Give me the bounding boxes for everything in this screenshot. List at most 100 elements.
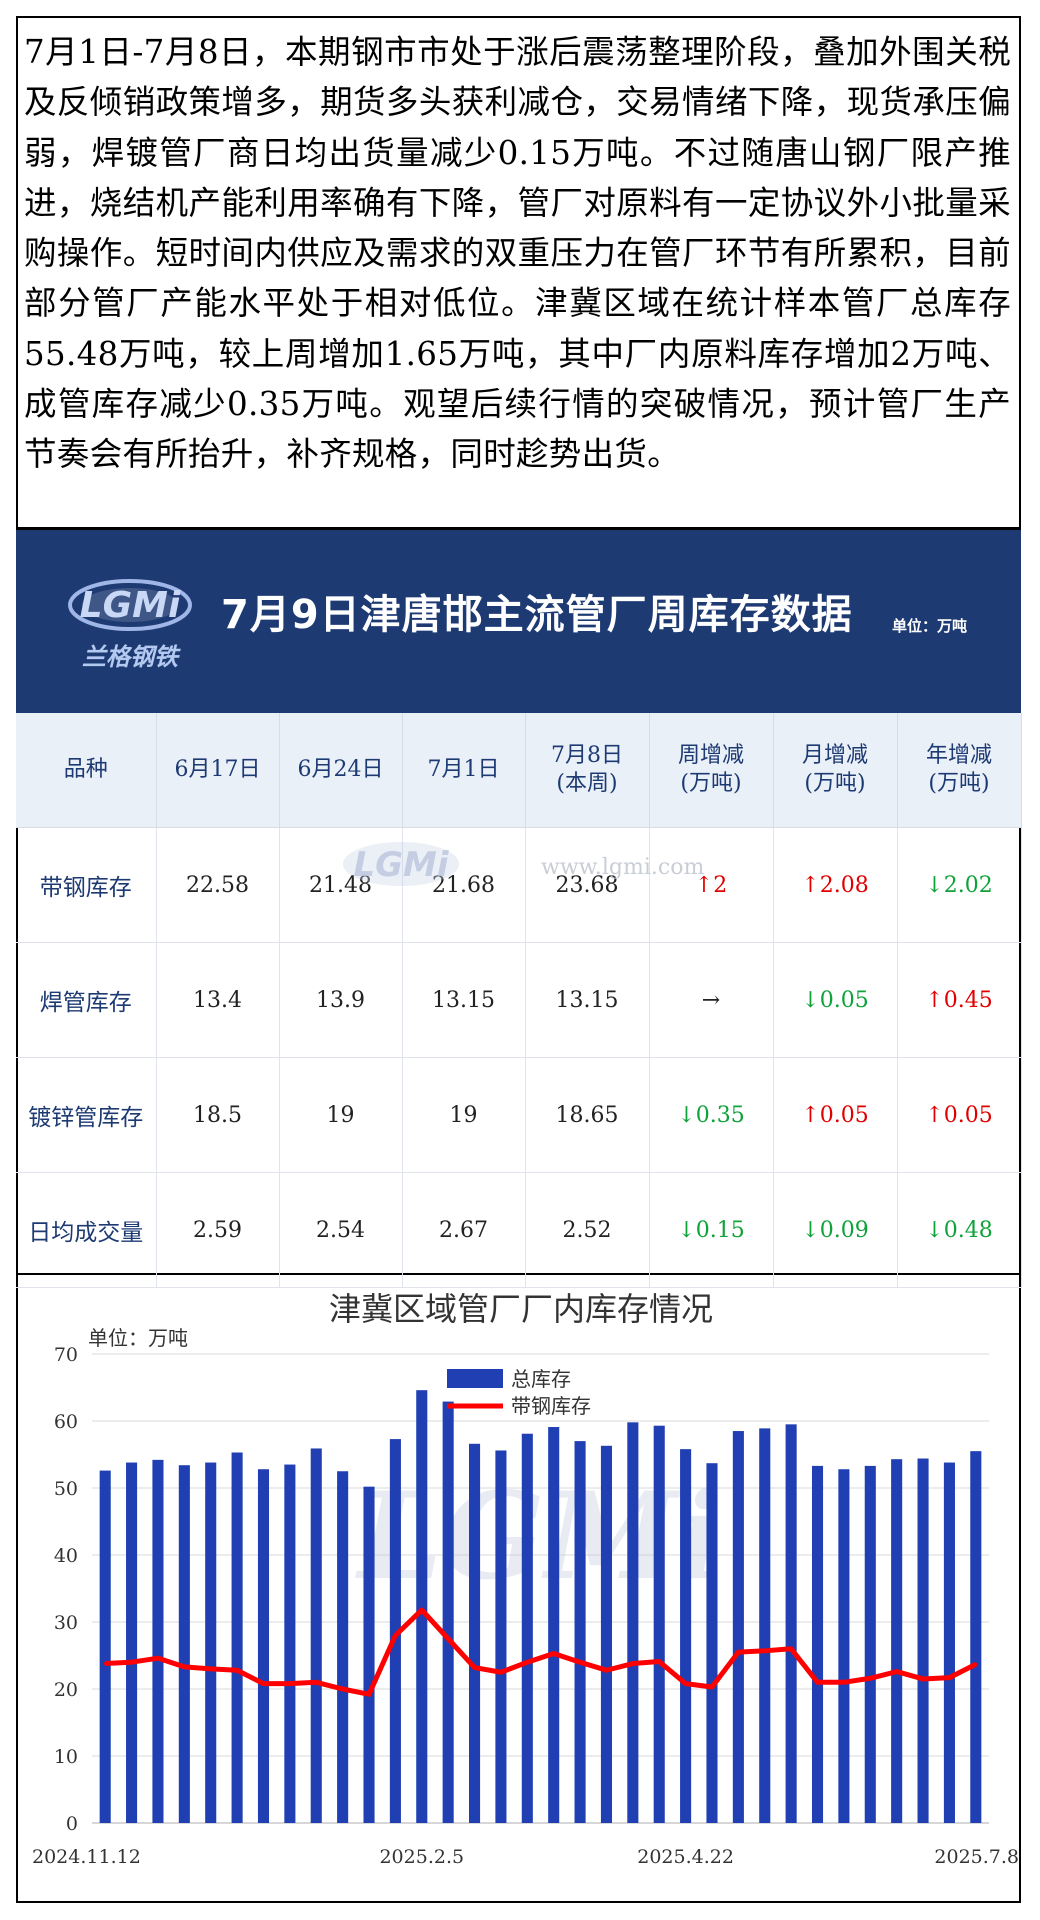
bar-total-inventory [178, 1465, 190, 1823]
change-value: 2 [713, 872, 728, 898]
bar-total-inventory [469, 1443, 481, 1823]
arrow-down-icon: ↓ [677, 1102, 696, 1128]
legend-swatch-total [447, 1369, 503, 1388]
value-cell: 2.59 [156, 1172, 280, 1288]
bar-total-inventory [680, 1449, 692, 1823]
bar-total-inventory [706, 1463, 718, 1823]
intro-paragraph: 7月1日-7月8日，本期钢市市处于涨后震荡整理阶段，叠加外围关税及反倾销政策增多… [24, 33, 1011, 474]
bar-total-inventory [363, 1486, 375, 1823]
lgmi-logo: LGMi 兰格钢铁 [68, 579, 192, 671]
line-point [473, 1666, 477, 1670]
change-value: 0.05 [819, 1102, 869, 1128]
table-row: 焊管库存 13.4 13.9 13.15 13.15 → ↓0.05 ↑0.45 [16, 942, 1022, 1058]
value-cell: 2.52 [525, 1172, 650, 1288]
change-cell-week: ↓0.35 [649, 1057, 774, 1173]
col-header-week-change: 周增减 (万吨) [649, 713, 774, 828]
row-label: 焊管库存 [16, 942, 157, 1058]
change-value: 0.05 [943, 1102, 993, 1128]
bar-total-inventory [574, 1441, 586, 1823]
line-point [947, 1676, 951, 1680]
value-cell: 13.9 [279, 942, 403, 1058]
line-point [974, 1662, 978, 1666]
line-point [367, 1692, 371, 1696]
legend-label-strip: 带钢库存 [511, 1394, 591, 1418]
y-tick-label: 40 [54, 1545, 78, 1567]
row-label: 镀锌管库存 [16, 1057, 157, 1173]
value-cell: 19 [279, 1057, 403, 1173]
bar-total-inventory [152, 1459, 164, 1823]
y-tick-label: 0 [66, 1813, 78, 1835]
logo-subtext: 兰格钢铁 [82, 642, 181, 671]
bar-total-inventory [970, 1451, 982, 1823]
x-tick-label: 2025.7.8 [934, 1846, 1019, 1868]
col-header-jun24: 6月24日 [279, 713, 403, 828]
arrow-up-icon: ↑ [925, 1102, 944, 1128]
banner-unit: 单位：万吨 [892, 617, 968, 635]
change-cell-month: ↓0.05 [773, 942, 898, 1058]
table-row: 日均成交量 2.59 2.54 2.67 2.52 ↓0.15 ↓0.09 ↓0.48 [16, 1172, 1022, 1288]
change-cell-month: ↑2.08 [773, 827, 898, 943]
table-row: 带钢库存 22.58 21.48 21.68 23.68 ↑2 ↑2.08 ↓2.02 [16, 827, 1022, 943]
change-value: 0.48 [943, 1217, 993, 1243]
line-point [130, 1660, 134, 1664]
chart-unit-label: 单位：万吨 [88, 1326, 188, 1350]
bar-total-inventory [284, 1464, 296, 1823]
line-point [921, 1677, 925, 1681]
bar-total-inventory [548, 1427, 560, 1823]
bar-total-inventory [99, 1470, 111, 1823]
line-point [525, 1660, 529, 1664]
line-point [235, 1668, 239, 1672]
line-point [868, 1676, 872, 1680]
inventory-chart: 0 10 20 30 40 50 60 70 LGMi 2024.11.12 2025.2.5 202… [16, 1278, 1021, 1903]
bar-total-inventory [943, 1462, 955, 1823]
change-value: 0.15 [695, 1217, 745, 1243]
chart-title: 津冀区域管厂厂内库存情况 [329, 1290, 713, 1328]
bar-total-inventory [732, 1431, 744, 1823]
col-header-variety: 品种 [16, 713, 157, 828]
value-cell: 22.58 [156, 827, 280, 943]
line-point [261, 1682, 265, 1686]
line-point [499, 1670, 503, 1674]
value-cell: 13.15 [402, 942, 526, 1058]
x-tick-label: 2024.11.12 [32, 1846, 141, 1868]
col-header-jun17: 6月17日 [156, 713, 280, 828]
value-cell: 21.68 [402, 827, 526, 943]
row-label: 日均成交量 [16, 1172, 157, 1288]
arrow-down-icon: ↓ [925, 1217, 944, 1243]
table-header-row: 品种 6月17日 6月24日 7月1日 7月8日 (本周) 周增减 (万吨) 月增减 (万吨) 年增… [16, 713, 1022, 828]
bar-total-inventory [495, 1450, 507, 1823]
bar-total-inventory [891, 1459, 903, 1823]
value-cell: 23.68 [525, 827, 650, 943]
line-point [631, 1662, 635, 1666]
change-value: 2.08 [819, 872, 869, 898]
change-cell-week: → [649, 942, 774, 1058]
value-cell: 19 [402, 1057, 526, 1173]
line-point [895, 1670, 899, 1674]
arrow-up-icon: ↑ [801, 1102, 820, 1128]
line-point [604, 1668, 608, 1672]
legend-label-total: 总库存 [511, 1367, 571, 1391]
bar-total-inventory [231, 1452, 243, 1823]
bar-total-inventory [600, 1445, 612, 1823]
chart-svg: 0 10 20 30 40 50 60 70 LGMi 2024.11.12 2025.2.5 202… [32, 1290, 1019, 1868]
value-cell: 2.54 [279, 1172, 403, 1288]
line-point [763, 1649, 767, 1653]
bar-total-inventory [917, 1458, 929, 1823]
bar-total-inventory [416, 1390, 428, 1823]
line-point [657, 1660, 661, 1664]
change-cell-year: ↑0.45 [897, 942, 1022, 1058]
logo-text: LGMi [80, 585, 181, 626]
line-point [552, 1651, 556, 1655]
line-point [288, 1682, 292, 1686]
line-point [314, 1680, 318, 1684]
bar-total-inventory [310, 1448, 322, 1823]
arrow-down-icon: ↓ [677, 1217, 696, 1243]
col-header-year-change: 年增减 (万吨) [897, 713, 1022, 828]
col-header-jul1: 7月1日 [402, 713, 526, 828]
bar-total-inventory [205, 1462, 217, 1823]
value-cell: 18.65 [525, 1057, 650, 1173]
line-point [736, 1650, 740, 1654]
line-point [446, 1637, 450, 1641]
col-header-jul8: 7月8日 (本周) [525, 713, 650, 828]
y-tick-label: 70 [54, 1344, 78, 1366]
